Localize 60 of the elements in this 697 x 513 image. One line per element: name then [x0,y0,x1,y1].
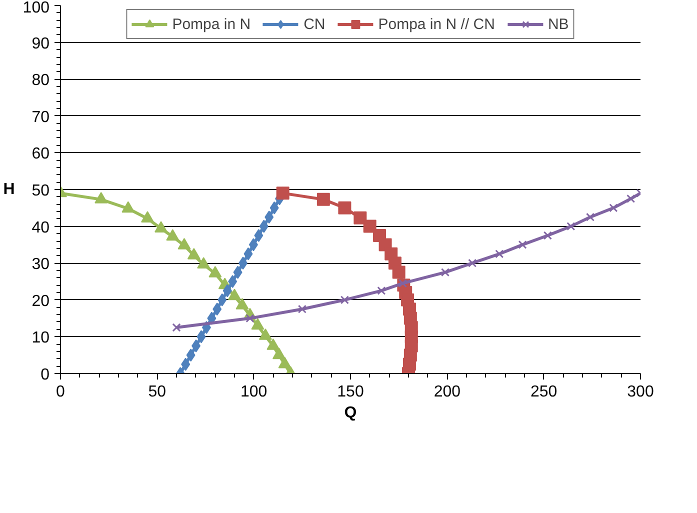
x-tick-label: 300 [627,384,654,400]
point [248,238,258,252]
y-tick-label: 50 [32,182,50,200]
point [338,201,352,214]
point [392,266,406,279]
point [186,348,196,362]
point [246,314,254,323]
y-tick-label: 20 [32,292,50,310]
point [298,304,306,314]
point [354,211,367,224]
y-tick-label: 70 [32,108,50,126]
y-tick-label: 60 [32,146,50,163]
point [141,211,154,223]
point [222,284,232,298]
x-tick-label: 200 [434,384,461,400]
point [238,256,248,270]
point [196,330,206,344]
legend-label: Pompa in N [172,16,251,32]
point [233,266,242,279]
y-tick-label: 90 [32,35,50,52]
point [626,194,636,203]
point [228,275,238,288]
x-tick-label: 150 [337,384,364,400]
point [340,296,349,304]
point [244,247,253,260]
point [212,302,222,316]
point [316,192,330,206]
point [270,201,279,214]
x-tick-label: 50 [148,384,166,400]
x-tick-label: 250 [530,384,558,400]
y-tick-label: 80 [32,72,50,90]
y-tick-label: 0 [40,366,50,384]
point [468,258,477,268]
point [181,358,190,371]
legend-label: NB [548,16,569,32]
point [566,222,576,231]
y-tick-label: 40 [32,219,50,236]
y-axis-title: H [3,181,15,198]
point [377,286,386,295]
x-tick-label: 100 [240,384,268,400]
point [518,240,527,249]
point [192,339,201,352]
y-tick-label: 30 [32,256,50,274]
x-axis-title: Q [344,404,357,422]
point [218,293,227,306]
x-tick-label: 0 [56,384,66,400]
y-tick-label: 100 [22,0,50,16]
legend-label: Pompa in N // CN [378,16,495,32]
point [586,212,595,222]
point [609,204,618,212]
point [259,220,268,233]
point [172,323,181,332]
y-tick-label: 10 [32,330,50,347]
point [495,250,504,258]
legend-label: CN [304,16,326,32]
point [363,220,376,233]
point [440,268,450,277]
point [264,210,274,224]
point [543,231,552,240]
point [254,229,264,242]
